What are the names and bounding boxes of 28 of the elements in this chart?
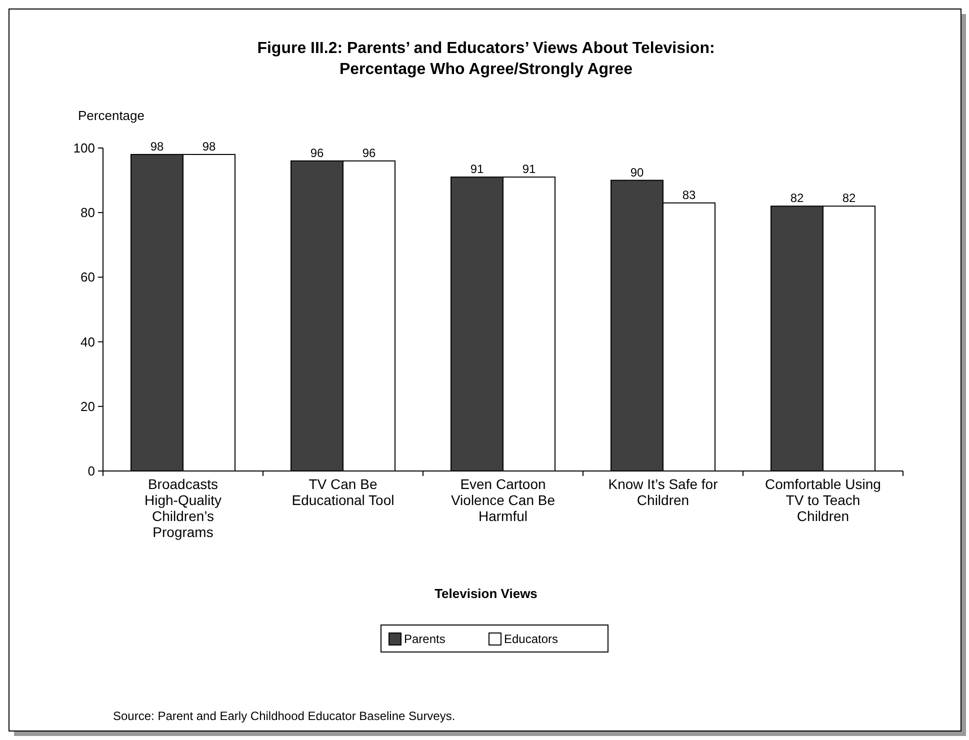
y-tick-label: 0 (88, 464, 95, 478)
legend-label: Parents (404, 632, 446, 646)
x-tick-label: Broadcasts High-Quality Children’s Programs (144, 476, 222, 540)
data-label: 96 (310, 146, 324, 160)
x-tick-label: TV Can Be Educational Tool (292, 476, 394, 508)
x-tick-label: Know It’s Safe for Children (608, 476, 718, 508)
data-label: 83 (682, 188, 696, 202)
data-label: 91 (522, 162, 536, 176)
y-tick-label: 40 (80, 334, 95, 350)
data-label: 91 (470, 162, 484, 176)
x-tick-label: Even Cartoon Violence Can Be Harmful (450, 476, 556, 524)
y-tick-label: 60 (80, 270, 95, 285)
data-label: 98 (150, 139, 164, 154)
data-label: 96 (362, 146, 376, 160)
y-tick-label: 20 (80, 398, 95, 414)
y-tick-label: 80 (80, 205, 95, 220)
data-label: 90 (630, 165, 644, 180)
y-tick-label: 100 (73, 140, 95, 156)
x-axis-title: Television Views (434, 586, 538, 601)
source-note: Source: Parent and Early Childhood Educator Baseline Surveys. (113, 709, 456, 723)
data-label: 98 (202, 139, 216, 154)
chart-title: Figure III.2: Parents’ and Educators’ Views About Television: (257, 40, 715, 57)
legend-label: Educators (504, 632, 558, 646)
chart-subtitle: Percentage Who Agree/Strongly Agree (339, 61, 633, 78)
data-label: 82 (842, 191, 856, 206)
x-tick-label: Comfortable Using TV to Teach Children (765, 476, 881, 524)
y-axis-title: Percentage (78, 108, 144, 123)
data-label: 82 (790, 191, 804, 206)
